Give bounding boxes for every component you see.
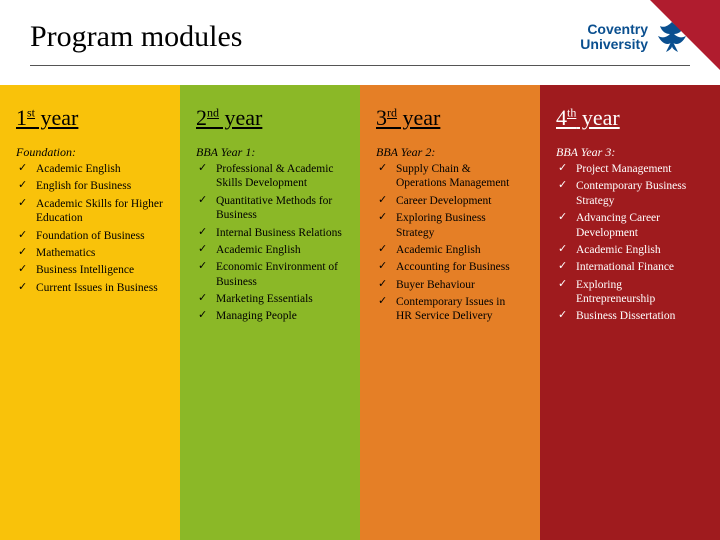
module-item: Academic English — [16, 162, 164, 176]
module-item: Internal Business Relations — [196, 226, 344, 240]
column-year-3: 3rd year BBA Year 2: Supply Chain & Operat… — [360, 85, 540, 540]
corner-decoration — [650, 0, 720, 70]
columns: 1st year Foundation: Academic English Engli… — [0, 85, 720, 540]
module-item: Contemporary Business Strategy — [556, 179, 704, 208]
column-year-4: 4th year BBA Year 3: Project Management Con… — [540, 85, 720, 540]
module-item: Quantitative Methods for Business — [196, 194, 344, 223]
module-list: Project Management Contemporary Business … — [556, 162, 704, 324]
module-item: Advancing Career Development — [556, 211, 704, 240]
module-item: Mathematics — [16, 246, 164, 260]
column-subhead: BBA Year 2: — [376, 145, 524, 160]
page-title: Program modules — [30, 20, 242, 54]
module-list: Academic English English for Business Acad… — [16, 162, 164, 295]
module-item: Academic English — [196, 243, 344, 257]
module-item: Current Issues in Business — [16, 281, 164, 295]
module-item: Academic English — [556, 243, 704, 257]
year-heading: 3rd year — [376, 105, 524, 131]
slide: Program modules Coventry University 1st … — [0, 0, 720, 540]
module-list: Supply Chain & Operations Management Care… — [376, 162, 524, 324]
header: Program modules Coventry University — [30, 8, 690, 66]
module-item: Career Development — [376, 194, 524, 208]
module-item: Business Dissertation — [556, 309, 704, 323]
module-item: Exploring Entrepreneurship — [556, 278, 704, 307]
module-list: Professional & Academic Skills Developme… — [196, 162, 344, 324]
module-item: Managing People — [196, 309, 344, 323]
column-subhead: BBA Year 1: — [196, 145, 344, 160]
year-heading: 2nd year — [196, 105, 344, 131]
module-item: Academic English — [376, 243, 524, 257]
module-item: Exploring Business Strategy — [376, 211, 524, 240]
logo-line2: University — [580, 37, 648, 52]
module-item: Contemporary Issues in HR Service Delive… — [376, 295, 524, 324]
module-item: Accounting for Business — [376, 260, 524, 274]
module-item: Academic Skills for Higher Education — [16, 197, 164, 226]
module-item: Professional & Academic Skills Developme… — [196, 162, 344, 191]
column-subhead: BBA Year 3: — [556, 145, 704, 160]
column-year-2: 2nd year BBA Year 1: Professional & Academ… — [180, 85, 360, 540]
logo-text: Coventry University — [580, 22, 648, 51]
module-item: Buyer Behaviour — [376, 278, 524, 292]
module-item: English for Business — [16, 179, 164, 193]
module-item: Economic Environment of Business — [196, 260, 344, 289]
year-heading: 4th year — [556, 105, 704, 131]
module-item: Marketing Essentials — [196, 292, 344, 306]
module-item: Business Intelligence — [16, 263, 164, 277]
column-year-1: 1st year Foundation: Academic English Engli… — [0, 85, 180, 540]
column-subhead: Foundation: — [16, 145, 164, 160]
module-item: Foundation of Business — [16, 229, 164, 243]
module-item: International Finance — [556, 260, 704, 274]
year-heading: 1st year — [16, 105, 164, 131]
logo-line1: Coventry — [580, 22, 648, 37]
module-item: Project Management — [556, 162, 704, 176]
module-item: Supply Chain & Operations Management — [376, 162, 524, 191]
